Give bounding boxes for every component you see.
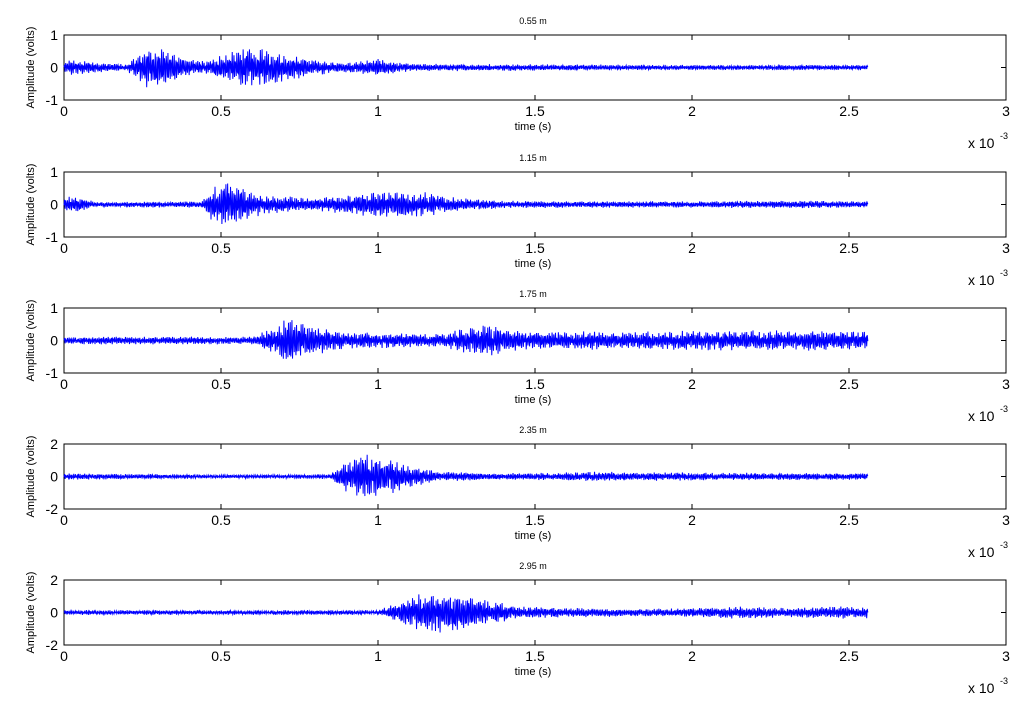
- y-tick-label: 0: [50, 197, 58, 213]
- y-tick-label: -2: [46, 501, 59, 517]
- x-tick-label: 2.5: [839, 103, 859, 119]
- y-tick-label: -1: [46, 229, 59, 245]
- subplot-title: 0.55 m: [519, 16, 547, 26]
- x-multiplier: x 10: [968, 408, 995, 424]
- x-multiplier: x 10: [968, 135, 995, 151]
- x-tick-label: 0: [60, 103, 68, 119]
- x-tick-label: 2: [688, 512, 696, 528]
- x-tick-label: 0.5: [211, 240, 231, 256]
- x-multiplier-exponent: -3: [1000, 676, 1008, 686]
- x-axis-label: time (s): [515, 394, 552, 406]
- y-axis-label: Amplitude (volts): [25, 164, 37, 246]
- y-tick-label: 0: [50, 60, 58, 76]
- x-multiplier-exponent: -3: [1000, 131, 1008, 141]
- subplot-title: 2.35 m: [519, 425, 547, 435]
- x-tick-label: 1: [374, 512, 382, 528]
- x-tick-label: 2: [688, 376, 696, 392]
- x-axis-label: time (s): [515, 530, 552, 542]
- signal-line: [63, 320, 869, 359]
- x-axis-label: time (s): [515, 258, 552, 270]
- y-axis-label: Amplitude (volts): [25, 27, 37, 109]
- y-tick-label: 0: [50, 469, 58, 485]
- x-tick-label: 0: [60, 376, 68, 392]
- x-tick-label: 1.5: [525, 648, 545, 664]
- x-axis-label: time (s): [515, 121, 552, 133]
- x-tick-label: 3: [1002, 103, 1010, 119]
- x-tick-label: 0.5: [211, 376, 231, 392]
- x-tick-label: 2: [688, 648, 696, 664]
- x-tick-label: 1: [374, 648, 382, 664]
- y-axis-label: Amplitude (volts): [25, 572, 37, 654]
- y-axis-label: Amplitude (volts): [25, 436, 37, 518]
- x-tick-label: 3: [1002, 376, 1010, 392]
- x-tick-label: 0: [60, 648, 68, 664]
- x-tick-label: 2: [688, 240, 696, 256]
- x-multiplier: x 10: [968, 680, 995, 696]
- y-tick-label: 0: [50, 605, 58, 621]
- subplot-title: 2.95 m: [519, 561, 547, 571]
- x-tick-label: 2.5: [839, 648, 859, 664]
- y-axis-label: Amplitude (volts): [25, 300, 37, 382]
- x-axis-label: time (s): [515, 666, 552, 678]
- y-tick-label: 1: [50, 164, 58, 180]
- y-tick-label: -1: [46, 365, 59, 381]
- signal-line: [63, 49, 869, 88]
- y-tick-label: -1: [46, 92, 59, 108]
- signal-line: [63, 594, 869, 633]
- x-tick-label: 3: [1002, 240, 1010, 256]
- x-tick-label: 1: [374, 240, 382, 256]
- x-tick-label: 2.5: [839, 240, 859, 256]
- signal-line: [63, 454, 869, 497]
- x-multiplier: x 10: [968, 272, 995, 288]
- x-tick-label: 1.5: [525, 512, 545, 528]
- subplot-title: 1.75 m: [519, 289, 547, 299]
- x-tick-label: 1: [374, 376, 382, 392]
- x-tick-label: 1.5: [525, 103, 545, 119]
- x-tick-label: 2: [688, 103, 696, 119]
- x-tick-label: 3: [1002, 512, 1010, 528]
- x-tick-label: 0: [60, 240, 68, 256]
- y-tick-label: 0: [50, 333, 58, 349]
- y-tick-label: 2: [50, 572, 58, 588]
- y-tick-label: 1: [50, 27, 58, 43]
- x-tick-label: 1.5: [525, 240, 545, 256]
- x-multiplier-exponent: -3: [1000, 404, 1008, 414]
- x-multiplier-exponent: -3: [1000, 540, 1008, 550]
- y-tick-label: 1: [50, 300, 58, 316]
- x-tick-label: 0.5: [211, 512, 231, 528]
- x-tick-label: 0.5: [211, 103, 231, 119]
- x-tick-label: 2.5: [839, 376, 859, 392]
- x-tick-label: 1: [374, 103, 382, 119]
- signal-line: [63, 183, 869, 224]
- y-tick-label: -2: [46, 637, 59, 653]
- x-multiplier: x 10: [968, 544, 995, 560]
- x-tick-label: 0: [60, 512, 68, 528]
- x-tick-label: 3: [1002, 648, 1010, 664]
- x-tick-label: 2.5: [839, 512, 859, 528]
- x-tick-label: 1.5: [525, 376, 545, 392]
- x-multiplier-exponent: -3: [1000, 268, 1008, 278]
- x-tick-label: 0.5: [211, 648, 231, 664]
- y-tick-label: 2: [50, 436, 58, 452]
- subplot-title: 1.15 m: [519, 153, 547, 163]
